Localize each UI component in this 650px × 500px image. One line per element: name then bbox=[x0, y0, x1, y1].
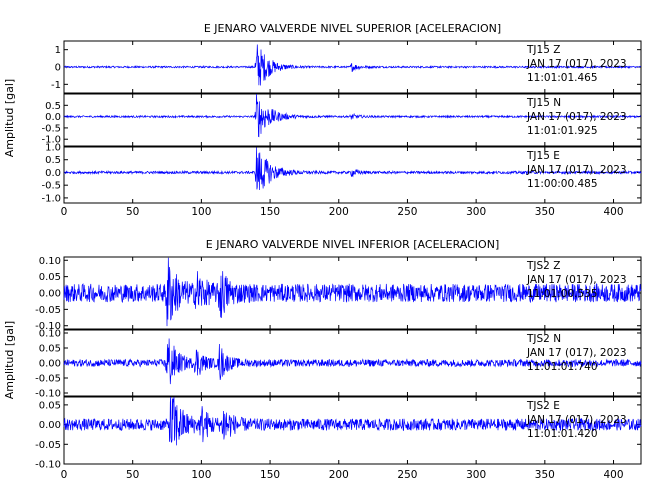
chart-group-2: E JENARO VALVERDE NIVEL INFERIOR [ACELER… bbox=[3, 238, 642, 481]
y-tick-label: 0.10 bbox=[39, 256, 61, 267]
x-tick-label: 250 bbox=[397, 469, 417, 481]
x-tick-label: 300 bbox=[466, 469, 486, 481]
y-tick-label: -1 bbox=[51, 80, 61, 91]
y-tick-label: -0.05 bbox=[35, 305, 61, 316]
record-date: JAN 17 (017), 2023 bbox=[526, 58, 627, 70]
panel-frame bbox=[63, 146, 642, 204]
y-tick-label: 0.05 bbox=[39, 272, 61, 283]
waveform-trace-TJ15-Z bbox=[63, 44, 641, 86]
trace-panel: 1 0 -1 TJ15 Z JAN 17 (017), 2023 11:01:01.465 bbox=[51, 40, 642, 94]
x-tick-label: 350 bbox=[535, 206, 555, 218]
waveform-trace-TJ15-N bbox=[63, 93, 642, 138]
station-label: TJS2 E bbox=[526, 400, 560, 412]
y-tick-label: -0.05 bbox=[35, 440, 61, 451]
y-tick-label: -0.5 bbox=[41, 123, 61, 134]
station-label: TJS2 N bbox=[526, 333, 561, 345]
station-label: TJS2 Z bbox=[526, 260, 560, 272]
trace-panel: 0.50.0-0.5-1.0 TJ15 N JAN 17 (017), 2023 11… bbox=[41, 93, 642, 147]
station-label: TJ15 N bbox=[526, 97, 561, 109]
x-tick-label: 0 bbox=[61, 206, 68, 218]
waveform-trace-TJS2-E bbox=[63, 396, 642, 446]
y-tick-label: 0.00 bbox=[39, 420, 61, 431]
chart-title: E JENARO VALVERDE NIVEL SUPERIOR [ACELER… bbox=[204, 22, 501, 35]
record-time: 11:01:01.740 bbox=[527, 361, 598, 373]
trace-panel: 0.05 0.00 -0.05 -0.10 TJS2 E JAN 17 (017), 20… bbox=[35, 396, 642, 471]
y-tick-label: 1.0 bbox=[45, 143, 61, 154]
x-tick-label: 350 bbox=[535, 469, 555, 481]
record-date: JAN 17 (017), 2023 bbox=[526, 111, 627, 123]
y-tick-label: 0.00 bbox=[39, 359, 61, 370]
x-tick-label: 50 bbox=[126, 206, 139, 218]
record-date: JAN 17 (017), 2023 bbox=[526, 347, 627, 359]
trace-panel: 0.10 0.05 0.00 -0.05 -0.10 TJS2 N JAN 17 (017)… bbox=[35, 329, 642, 400]
x-tick-label: 400 bbox=[604, 206, 624, 218]
y-tick-label: -0.10 bbox=[35, 389, 61, 400]
y-tick-label: 0 bbox=[55, 63, 61, 74]
x-tick-label: 100 bbox=[191, 469, 211, 481]
y-axis-label: Amplitud [gal] bbox=[3, 321, 16, 399]
panel-frame bbox=[63, 93, 642, 147]
x-tick-label: 400 bbox=[604, 469, 624, 481]
x-tick-label: 150 bbox=[260, 206, 280, 218]
y-tick-label: -1.0 bbox=[41, 135, 61, 146]
panel-frame bbox=[63, 396, 642, 465]
x-tick-label: 200 bbox=[329, 469, 349, 481]
record-date: JAN 17 (017), 2023 bbox=[526, 274, 627, 286]
record-time: 11:01:01.925 bbox=[527, 125, 598, 137]
y-tick-label: 0.10 bbox=[39, 329, 61, 340]
trace-panel: 0.10 0.05 0.00 -0.05 -0.10 TJS2 Z JAN 17 (017)… bbox=[35, 256, 642, 332]
x-tick-label: 100 bbox=[191, 206, 211, 218]
y-tick-label: -0.05 bbox=[35, 374, 61, 385]
trace-panel: 1.00.5 0.0 -0.5-1.0 TJ15 E JAN 17 (017), 202… bbox=[41, 143, 642, 204]
y-tick-label: 0.0 bbox=[45, 168, 61, 179]
y-tick-label: -1.0 bbox=[41, 193, 61, 204]
y-axis-label: Amplitud [gal] bbox=[3, 79, 16, 157]
y-tick-label: 1 bbox=[55, 45, 61, 56]
x-tick-label: 150 bbox=[260, 469, 280, 481]
x-tick-label: 0 bbox=[61, 469, 68, 481]
waveform-trace-TJ15-E bbox=[63, 147, 642, 191]
x-tick-label: 300 bbox=[466, 206, 486, 218]
y-tick-label: -0.10 bbox=[35, 321, 61, 332]
record-time: 11:01:00.535 bbox=[527, 288, 598, 300]
station-label: TJ15 E bbox=[526, 150, 560, 162]
record-date: JAN 17 (017), 2023 bbox=[526, 164, 627, 176]
y-tick-label: -0.10 bbox=[35, 460, 61, 471]
record-time: 11:00:00.485 bbox=[527, 178, 598, 190]
x-tick-label: 50 bbox=[126, 469, 139, 481]
waveform-trace-TJS2-Z bbox=[63, 257, 642, 327]
record-time: 11:01:01.465 bbox=[527, 72, 598, 84]
y-tick-label: 0.0 bbox=[45, 112, 61, 123]
x-tick-label: 250 bbox=[397, 206, 417, 218]
x-tick-label: 200 bbox=[329, 206, 349, 218]
y-tick-label: 0.00 bbox=[39, 289, 61, 300]
y-tick-label: 0.05 bbox=[39, 344, 61, 355]
y-tick-label: 0.05 bbox=[39, 400, 61, 411]
y-tick-label: 0.5 bbox=[45, 101, 61, 112]
waveform-trace-TJS2-N bbox=[63, 338, 642, 385]
record-date: JAN 17 (017), 2023 bbox=[526, 414, 627, 426]
chart-title: E JENARO VALVERDE NIVEL INFERIOR [ACELER… bbox=[206, 238, 499, 251]
y-tick-label: -0.5 bbox=[41, 181, 61, 192]
record-time: 11:01:01.420 bbox=[527, 428, 598, 440]
station-label: TJ15 Z bbox=[526, 44, 560, 56]
chart-group-1: E JENARO VALVERDE NIVEL SUPERIOR [ACELER… bbox=[3, 22, 642, 218]
y-tick-label: 0.5 bbox=[45, 155, 61, 166]
